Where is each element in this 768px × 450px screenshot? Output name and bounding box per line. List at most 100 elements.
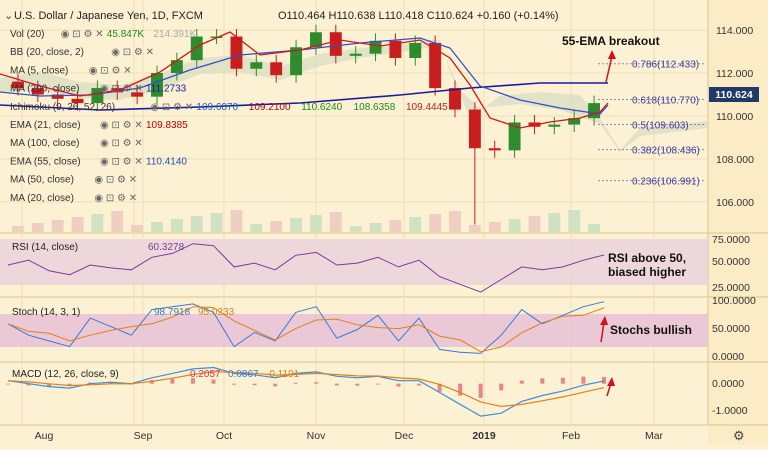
volume-bar (250, 224, 263, 232)
macd-hist-bar (108, 382, 113, 384)
volume-bar (51, 220, 64, 232)
time-label-4: Dec (395, 430, 414, 442)
indicator-label-1[interactable]: BB (20, close, 2) (10, 47, 84, 58)
candle-body[interactable] (91, 88, 104, 104)
stoch-arrow (600, 316, 608, 343)
macd-axis: 0.0000 -1.0000 (712, 378, 748, 417)
indicator-label-4[interactable]: Ichimoku (9, 26, 52, 26) (10, 102, 115, 113)
header: ⌄ U.S. Dollar / Japanese Yen, 1D, FXCM O… (4, 10, 559, 22)
candle-body[interactable] (131, 92, 144, 97)
symbol-title[interactable]: U.S. Dollar / Japanese Yen, 1D, FXCM (14, 10, 203, 22)
candle-body[interactable] (449, 88, 461, 110)
indicator-controls-icon[interactable]: ◉ ⊡ ⚙ ✕ (89, 65, 132, 76)
indicator-controls-icon[interactable]: ◉ ⊡ ⚙ ✕ (100, 84, 143, 95)
indicator-value: 110.4140 (146, 156, 187, 167)
indicator-label-0[interactable]: Vol (20) (10, 29, 44, 40)
candle-body[interactable] (151, 73, 163, 97)
stoch-k-value: 98.7918 (154, 307, 191, 318)
stoch-d-line (7, 306, 605, 353)
indicator-controls-icon[interactable]: ◉ ⊡ ⚙ ✕ (100, 156, 143, 167)
candle-body[interactable] (270, 62, 283, 76)
fib-label-0: 0.786(112.433) (632, 60, 699, 71)
indicator-controls-icon[interactable]: ◉ ⊡ ⚙ ✕ (111, 47, 154, 58)
indicator-controls-icon[interactable]: ◉ ⊡ ⚙ ✕ (100, 138, 143, 149)
time-label-2: Oct (216, 430, 232, 442)
indicator-label-2[interactable]: MA (5, close) (10, 65, 68, 76)
indicator-label-9[interactable]: MA (20, close) (10, 193, 74, 204)
indicator-controls-icon[interactable]: ◉ ⊡ ⚙ ✕ (100, 120, 143, 131)
indicator-controls-icon[interactable]: ◉ ⊡ ⚙ ✕ (61, 29, 104, 40)
indicator-label-3[interactable]: MA (200, close) (10, 84, 79, 95)
volume-bar (488, 222, 501, 232)
candle-body[interactable] (409, 42, 422, 58)
breakout-arrow (605, 50, 616, 83)
macd-hist-bar (211, 379, 216, 384)
volume-bar (210, 213, 223, 232)
candle-body[interactable] (71, 98, 84, 104)
volume-bar (31, 223, 44, 232)
candle-body[interactable] (329, 32, 342, 56)
candle-body[interactable] (548, 124, 561, 127)
candle-body[interactable] (429, 42, 442, 89)
price-axis-bg[interactable] (708, 0, 768, 445)
candle-body[interactable] (170, 60, 183, 74)
candle-body[interactable] (369, 40, 382, 54)
macd-hist-bar (170, 378, 175, 384)
candle-body[interactable] (309, 32, 322, 48)
macd-hist-bar (478, 383, 483, 398)
volume-bar (548, 213, 561, 232)
macd-hist-bar (6, 383, 10, 385)
candle-body[interactable] (568, 118, 581, 125)
ma200-line (0, 82, 608, 111)
macd-ticks-tick-0: 0.0000 (712, 378, 744, 390)
time-label-1: Sep (134, 430, 153, 442)
candle-body[interactable] (11, 81, 24, 89)
candle-body[interactable] (290, 47, 303, 76)
volume-bar (91, 214, 104, 232)
candle-body[interactable] (389, 40, 402, 58)
stoch-label[interactable]: Stoch (14, 3, 1) (12, 307, 80, 318)
volume-bar (528, 216, 541, 232)
volume-bar (71, 217, 84, 232)
candle-body[interactable] (230, 36, 243, 69)
macd-hist-bar (47, 383, 52, 387)
fib-levels: 0.786(112.433) 0.618(110.770) 0.5(109.603)… (598, 60, 706, 188)
candle-body[interactable] (250, 62, 263, 69)
volume-bar (190, 216, 203, 232)
candle-body[interactable] (31, 88, 44, 95)
time-label-0: Aug (35, 430, 54, 442)
candle-body[interactable] (190, 36, 203, 61)
indicator-label-5[interactable]: EMA (21, close) (10, 120, 81, 131)
candle-body[interactable] (488, 148, 501, 151)
indicator-value: 110.6240 (301, 102, 342, 113)
candle-body[interactable] (588, 103, 601, 119)
candle-body[interactable] (51, 94, 64, 99)
indicator-value: 109.2100 (249, 102, 291, 113)
collapse-icon[interactable]: ⌄ (4, 10, 13, 22)
ema21-line (0, 31, 609, 129)
macd-label[interactable]: MACD (12, 26, close, 9) (12, 369, 119, 380)
rsi-line (7, 243, 605, 293)
rsi-label[interactable]: RSI (14, close) (12, 242, 78, 253)
settings-gear-icon[interactable]: ⚙ (733, 428, 745, 443)
indicator-controls-icon[interactable]: ◉ ⊡ ⚙ ✕ (94, 175, 137, 186)
indicator-label-6[interactable]: MA (100, close) (10, 138, 79, 149)
time-label-7: Mar (645, 430, 664, 442)
macd-hist-bar (499, 383, 504, 391)
fib-label-4: 0.236(106.991) (632, 177, 700, 188)
indicator-label-8[interactable]: MA (50, close) (10, 175, 74, 186)
candlesticks (11, 24, 601, 225)
volume-bar (568, 210, 581, 232)
macd-hist-bar (26, 383, 31, 386)
indicator-label-7[interactable]: EMA (55, close) (10, 156, 81, 167)
candle-body[interactable] (508, 122, 521, 151)
ema-breakout-label: 55-EMA breakout (562, 34, 660, 48)
candle-body[interactable] (468, 109, 481, 149)
candle-body[interactable] (349, 53, 362, 56)
indicator-controls-icon[interactable]: ◉ ⊡ ⚙ ✕ (94, 193, 137, 204)
indicator-controls-icon[interactable]: ◉ ⊡ ⚙ ✕ (150, 102, 193, 113)
volume-bar (468, 225, 481, 232)
volume-bar (111, 211, 124, 232)
time-label-3: Nov (307, 430, 326, 442)
